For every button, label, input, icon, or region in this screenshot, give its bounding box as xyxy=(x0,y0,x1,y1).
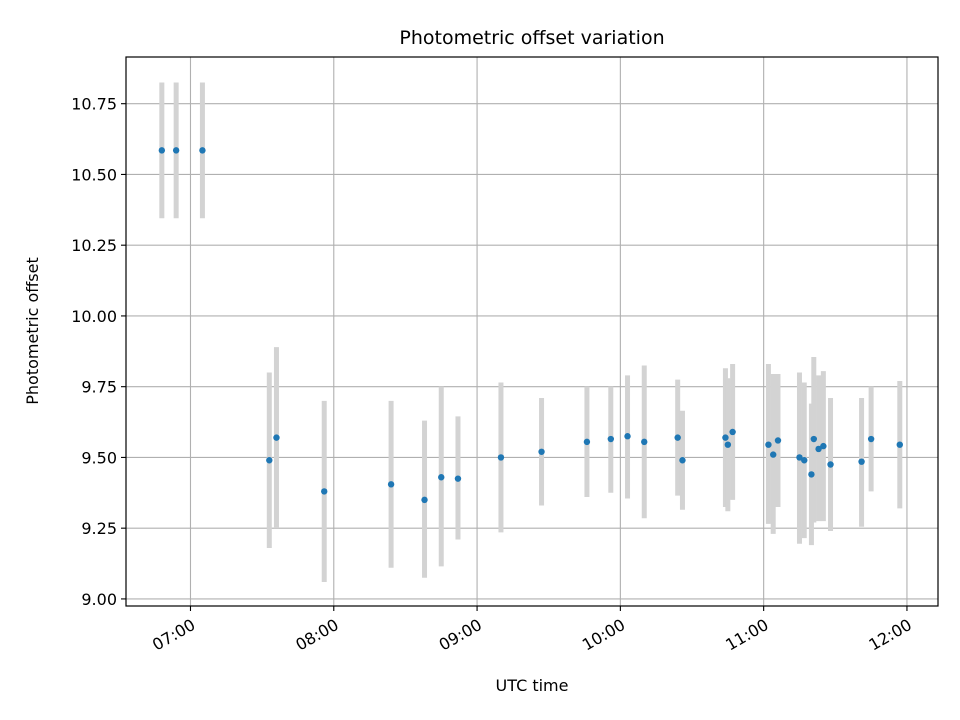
data-point xyxy=(808,471,815,478)
data-point xyxy=(724,441,732,448)
data-point xyxy=(387,481,395,488)
data-point xyxy=(583,438,591,446)
x-axis: 07:00 08:00 09:00 10:00 11:00 12:00 xyxy=(149,606,915,655)
data-point xyxy=(538,448,545,455)
y-axis-label: Photometric offset xyxy=(23,257,42,405)
plot-area xyxy=(125,56,939,607)
data-point xyxy=(273,434,280,441)
data-point xyxy=(679,457,686,464)
data-point xyxy=(796,454,803,461)
data-points xyxy=(158,147,903,504)
data-point xyxy=(827,461,834,468)
data-point xyxy=(867,435,875,443)
data-point xyxy=(722,434,729,441)
y-tick-label: 9.50 xyxy=(81,448,117,467)
data-point xyxy=(199,147,206,154)
y-tick-label: 9.25 xyxy=(81,519,117,538)
data-point xyxy=(896,441,903,448)
data-point xyxy=(770,451,777,458)
data-point xyxy=(624,433,631,440)
x-tick-label: 10:00 xyxy=(579,615,628,655)
data-point xyxy=(815,445,822,453)
x-tick-label: 12:00 xyxy=(866,615,915,655)
y-tick-label: 10.00 xyxy=(71,307,117,326)
y-tick-label: 10.50 xyxy=(71,165,117,184)
data-point xyxy=(674,434,681,441)
x-tick-label: 09:00 xyxy=(436,615,485,655)
y-tick-label: 9.75 xyxy=(81,378,117,397)
y-tick-label: 10.25 xyxy=(71,236,117,255)
error-bars xyxy=(159,82,903,582)
y-tick-label: 10.75 xyxy=(71,95,117,114)
data-point xyxy=(454,475,462,482)
y-axis: 9.00 9.25 9.50 9.75 10.00 10.25 10.50 10.75 xyxy=(71,95,126,609)
data-point xyxy=(438,474,445,481)
data-point xyxy=(774,437,782,444)
data-point xyxy=(858,458,865,465)
y-tick-label: 9.00 xyxy=(81,590,117,609)
data-point xyxy=(158,147,166,154)
data-point xyxy=(801,457,808,464)
data-point xyxy=(172,147,180,154)
grid xyxy=(126,57,938,606)
data-point xyxy=(421,496,428,504)
data-point xyxy=(497,454,505,461)
data-point xyxy=(321,488,328,495)
data-point xyxy=(607,435,615,443)
data-point xyxy=(810,435,818,443)
x-axis-label: UTC time xyxy=(496,676,569,695)
data-point xyxy=(729,428,736,436)
data-point xyxy=(641,438,648,446)
data-point xyxy=(765,441,772,448)
chart-title: Photometric offset variation xyxy=(399,27,664,49)
x-tick-label: 08:00 xyxy=(292,615,341,655)
x-tick-label: 11:00 xyxy=(722,615,771,655)
data-point xyxy=(266,457,273,464)
x-tick-label: 07:00 xyxy=(149,615,198,655)
data-point xyxy=(820,442,827,450)
